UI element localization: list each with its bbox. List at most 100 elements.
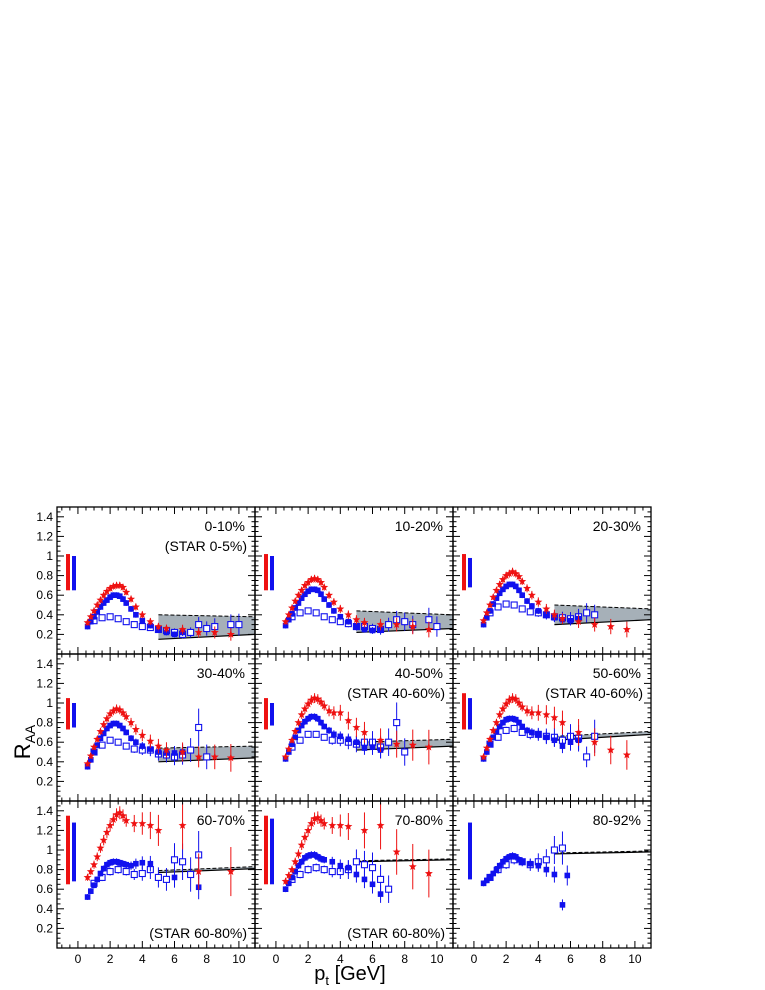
data-point-red-star [112, 810, 121, 819]
y-tick-label: 0.2 [36, 627, 53, 641]
data-point-blue-filled [361, 626, 368, 633]
data-point-blue-filled [116, 859, 123, 866]
data-point-red-star [518, 702, 527, 711]
data-point-blue-filled [298, 722, 305, 729]
data-point-blue-open [138, 623, 146, 631]
y-tick-label: 1.2 [36, 823, 53, 837]
data-point-blue-filled [551, 871, 558, 878]
x-tick-label: 8 [203, 952, 210, 966]
data-point-blue-filled [282, 622, 289, 629]
data-point-red-star [376, 736, 385, 744]
data-point-red-star [424, 869, 433, 877]
data-point-red-star [511, 569, 520, 578]
data-point-red-star [102, 587, 111, 595]
x-tick-label: 4 [139, 952, 146, 966]
data-point-red-star [360, 618, 369, 627]
data-point-red-star [502, 571, 511, 579]
data-point-blue-filled [337, 733, 344, 740]
syst-bar-red [264, 698, 268, 730]
data-point-blue-filled [289, 874, 295, 881]
data-point-blue-filled [123, 600, 130, 606]
data-point-blue-filled [298, 858, 305, 865]
data-point-blue-open [494, 603, 502, 611]
data-point-blue-filled [286, 616, 292, 623]
data-point-blue-open [114, 738, 122, 746]
centrality-label: 0-10% [205, 518, 245, 534]
data-point-blue-filled [321, 857, 328, 863]
data-point-red-star [511, 694, 520, 703]
data-point-blue-filled [543, 734, 550, 741]
data-point-blue-filled [496, 590, 503, 597]
data-point-blue-open [312, 864, 320, 872]
syst-bar-red [66, 554, 70, 591]
y-tick-label: 0.4 [36, 902, 53, 916]
data-point-blue-filled [496, 862, 503, 869]
data-point-blue-filled [171, 874, 178, 881]
data-point-red-star [392, 739, 401, 748]
data-point-blue-open [401, 748, 409, 756]
data-point-blue-open [203, 753, 211, 761]
data-point-red-star [83, 873, 92, 881]
syst-bar-blue [270, 556, 274, 591]
data-point-red-star [122, 712, 131, 721]
data-point-red-star [226, 867, 235, 875]
data-point-red-star [408, 740, 417, 749]
syst-bar-blue [468, 822, 472, 880]
data-point-red-star [119, 583, 127, 591]
data-point-blue-filled [305, 853, 311, 859]
data-point-blue-filled [147, 860, 154, 867]
centrality-label: 60-70% [197, 812, 245, 828]
x-tick-label: 10 [430, 952, 444, 966]
data-point-red-star [307, 575, 316, 583]
data-point-blue-filled [377, 891, 384, 897]
data-point-blue-filled [345, 618, 352, 625]
y-tick-label: 0.4 [36, 608, 53, 622]
band-upper-line [554, 850, 652, 854]
data-point-blue-filled [535, 862, 542, 869]
data-point-red-star [291, 596, 300, 605]
data-point-blue-open [550, 846, 558, 854]
data-point-blue-filled [97, 604, 104, 610]
data-point-blue-open [227, 621, 235, 629]
data-point-red-star [360, 728, 369, 736]
data-point-blue-open [106, 736, 114, 744]
data-point-blue-filled [353, 871, 360, 878]
panel-20-30%: 20-30% [452, 506, 652, 655]
data-point-red-star [352, 615, 361, 624]
data-point-blue-open [130, 621, 138, 629]
data-point-red-star [210, 628, 219, 636]
data-point-red-star [109, 706, 118, 715]
data-point-red-star [313, 575, 322, 583]
data-point-blue-open [114, 866, 122, 874]
data-point-red-star [307, 695, 316, 704]
data-point-blue-open [401, 618, 409, 626]
syst-bar-blue [72, 703, 76, 728]
data-point-blue-open [195, 723, 203, 732]
data-point-blue-filled [509, 581, 516, 588]
data-point-blue-filled [529, 603, 535, 609]
data-point-red-star [154, 826, 163, 834]
data-point-blue-filled [133, 860, 139, 867]
data-point-red-star [482, 743, 491, 752]
x-tick-label: 8 [599, 952, 606, 966]
data-point-blue-open [296, 736, 304, 744]
data-point-red-star [606, 745, 615, 754]
data-point-red-star [122, 588, 131, 596]
syst-bar-red [264, 554, 268, 591]
data-point-red-star [498, 575, 507, 583]
x-tick-label: 2 [305, 952, 312, 966]
panel-30-40%: 0.2 0.4 0.6 0.8 1 1.2 1.4 30-40% [36, 653, 256, 802]
data-point-red-star [131, 602, 140, 611]
data-point-red-star [534, 597, 543, 606]
syst-bar-blue [468, 557, 472, 588]
data-point-blue-open [518, 605, 526, 613]
syst-bar-red [66, 698, 70, 730]
data-point-red-star [498, 704, 507, 713]
data-point-blue-filled [302, 855, 308, 861]
data-point-blue-filled [543, 612, 550, 618]
data-point-red-star [574, 728, 583, 736]
star-reference-label: (STAR 60-80%) [347, 925, 445, 941]
y-tick-label: 0.8 [36, 716, 53, 730]
data-point-blue-filled [110, 592, 117, 598]
